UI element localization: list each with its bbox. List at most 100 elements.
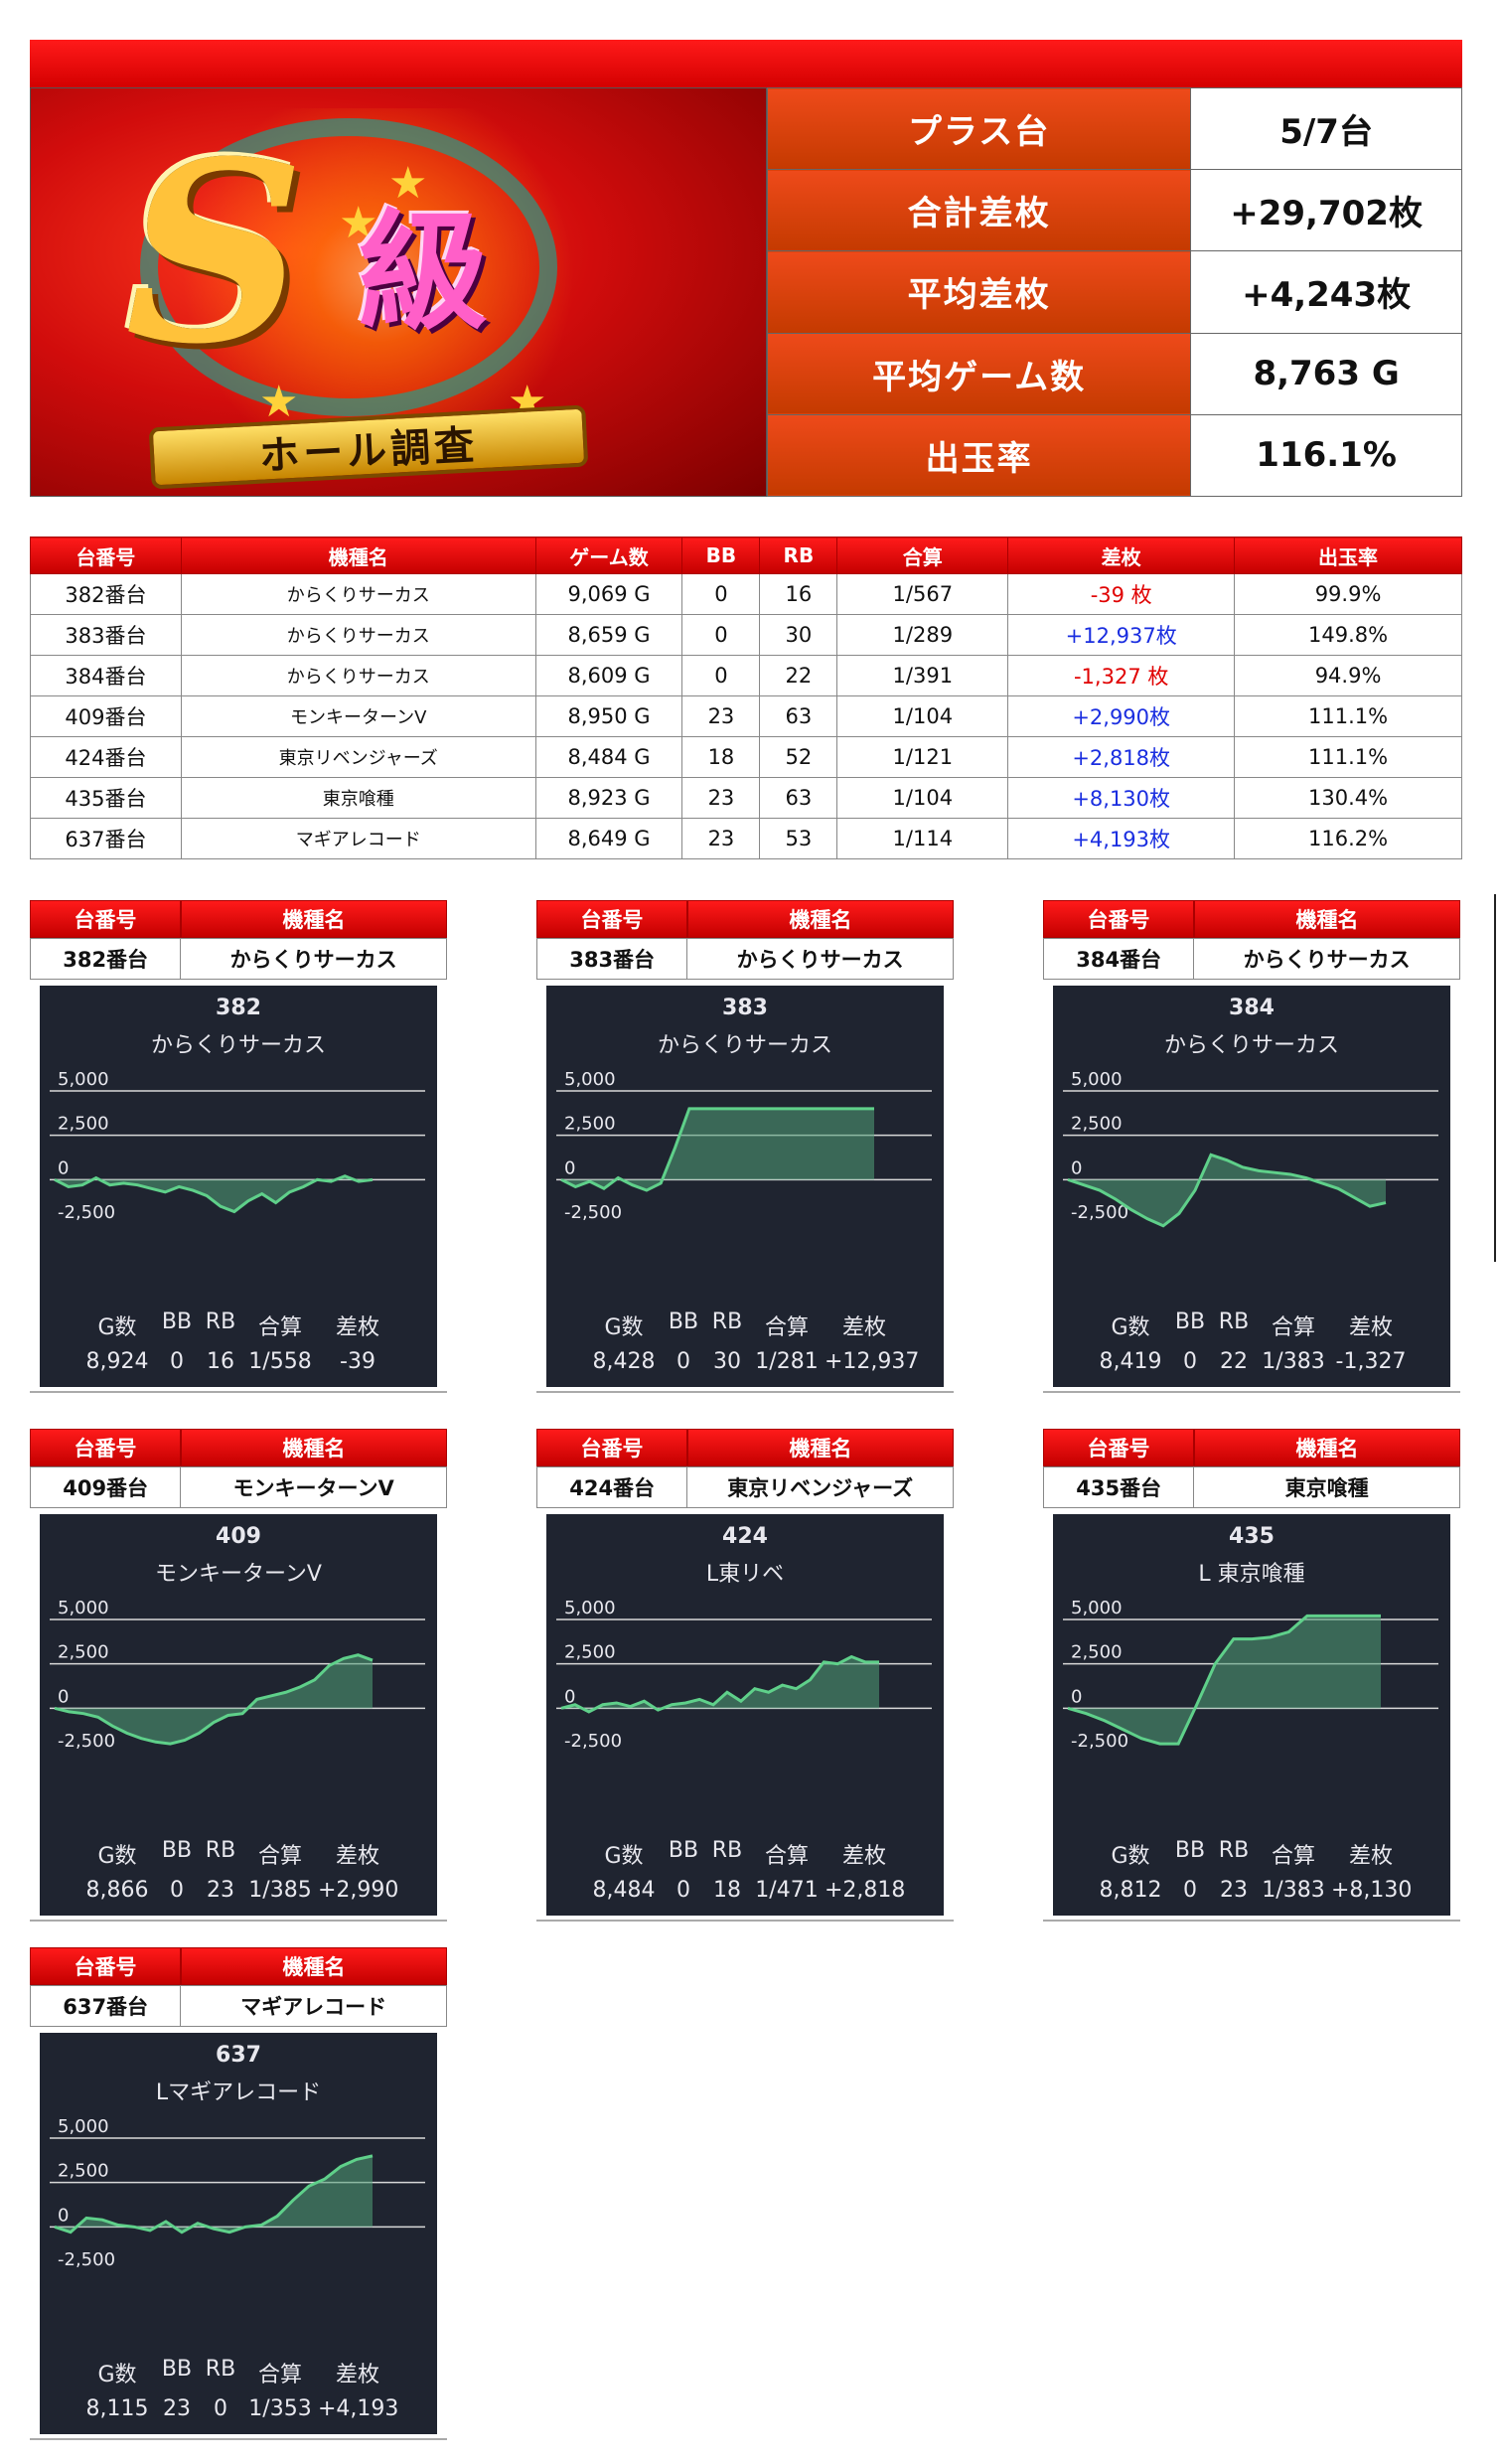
table-row: 382番台 からくりサーカス 9,069 G 0 16 1/567 -39 枚 99.9% (30, 573, 1462, 615)
stats-values: 8,419 0 22 1/383 -1,327 (1053, 1349, 1450, 1374)
card-header: 台番号 機種名 (30, 900, 447, 938)
table-cell-diff: -39 枚 (1007, 573, 1236, 615)
banner-image: ★ ★ ★ ★ S 級 ホール調査 (30, 87, 767, 497)
table-cell-games: 8,923 G (534, 777, 683, 819)
stat-label: RB (1218, 1838, 1250, 1863)
summary-value: +4,243枚 (1190, 250, 1462, 334)
axis-tick-label: 2,500 (58, 1642, 109, 1663)
table-cell-model: マギアレコード (180, 818, 536, 859)
stats-values: 8,115 23 0 1/353 +4,193 (40, 2396, 437, 2421)
axis-tick-label: 5,000 (564, 1598, 616, 1618)
table-cell-bb: 23 (681, 695, 761, 737)
stat-value-bb: 0 (1183, 1349, 1197, 1374)
axis-tick-label: 0 (564, 1157, 575, 1178)
card-header-no: 台番号 (30, 1429, 181, 1466)
graph-chart: 5,000 2,500 0 -2,500 (50, 2116, 425, 2270)
graph-chart: 5,000 2,500 0 -2,500 (1063, 1598, 1438, 1752)
axis-tick-label: 2,500 (58, 2161, 109, 2182)
summary-value: 116.1% (1190, 413, 1462, 498)
stat-label: G数 (1111, 1315, 1150, 1340)
table-cell-bb: 18 (681, 736, 761, 778)
card-bottom-line (536, 1391, 954, 1393)
summary-value: +29,702枚 (1190, 169, 1462, 252)
axis-tick-label: 2,500 (564, 1114, 616, 1135)
stat-label: G数 (97, 1844, 137, 1869)
machine-table: 台番号 機種名 ゲーム数 BB RB 合算 差枚 出玉率 382番台 からくりサーカス 9,069… (30, 537, 1462, 859)
stat-label: RB (205, 1309, 236, 1334)
card-info-row: 383番台 からくりサーカス (536, 938, 954, 980)
stat-value-g: 8,484 (592, 1878, 656, 1903)
stat-value-combined: 1/471 (755, 1878, 819, 1903)
table-cell-no: 435番台 (30, 777, 182, 819)
card-info-row: 384番台 からくりサーカス (1043, 938, 1460, 980)
summary-label: 合計差枚 (766, 169, 1192, 252)
card-header-model: 機種名 (181, 1429, 447, 1466)
table-cell-rb: 63 (759, 695, 838, 737)
stat-label: 合算 (764, 1315, 809, 1340)
stat-label: BB (1174, 1309, 1206, 1334)
card-header-model: 機種名 (1194, 1429, 1460, 1466)
table-row: 384番台 からくりサーカス 8,609 G 0 22 1/391 -1,327 枚 94.9… (30, 655, 1462, 696)
table-cell-combined: 1/121 (836, 736, 1009, 778)
chart-line (54, 1174, 374, 1214)
stat-label: BB (668, 1309, 699, 1334)
stat-label: G数 (97, 2363, 137, 2387)
axis-tick-label: -2,500 (564, 1731, 622, 1752)
card-machine-no: 637番台 (31, 1986, 182, 2026)
graph-panel: 409 モンキーターンV 5,000 2,500 0 -2,500 G数 BB RB 合算 差… (40, 1514, 437, 1916)
graph-chart: 5,000 2,500 0 -2,500 (1063, 1069, 1438, 1228)
card-header-no: 台番号 (1043, 900, 1194, 938)
summary-row: 出玉率 116.1% (766, 413, 1462, 498)
machine-card: 台番号 機種名 382番台 からくりサーカス 382 からくりサーカス 5,00… (30, 900, 447, 1397)
stat-value-rb: 23 (1220, 1878, 1248, 1903)
table-cell-rb: 30 (759, 614, 838, 656)
stat-value-bb: 23 (163, 2396, 191, 2421)
table-header: ゲーム数 (534, 537, 683, 574)
axis-tick-label: -2,500 (58, 1202, 115, 1223)
table-cell-rb: 16 (759, 573, 838, 615)
axis-tick-label: 5,000 (1071, 1598, 1123, 1618)
summary-row: 合計差枚 +29,702枚 (766, 169, 1462, 252)
chart-area (55, 2155, 373, 2233)
table-cell-bb: 23 (681, 818, 761, 859)
stat-value-g: 8,866 (85, 1878, 149, 1903)
banner-s-letter: S (125, 106, 305, 398)
stat-label: 差枚 (1348, 1844, 1393, 1869)
stat-label: 差枚 (841, 1844, 886, 1869)
graph-name: からくりサーカス (1163, 1033, 1339, 1058)
chart-area (1068, 1155, 1386, 1226)
stat-label: RB (205, 1838, 236, 1863)
card-machine-model: マギアレコード (240, 1995, 387, 2019)
table-cell-rate: 94.9% (1234, 655, 1462, 696)
top-bar (30, 40, 1462, 87)
stat-value-combined: 1/353 (248, 2396, 312, 2421)
graph-panel: 383 からくりサーカス 5,000 2,500 0 -2,500 G数 BB RB 合算 差… (546, 986, 944, 1387)
stat-value-g: 8,428 (592, 1349, 656, 1374)
chart-line (560, 1654, 879, 1714)
table-header: 機種名 (180, 537, 536, 574)
graph-chart: 5,000 2,500 0 -2,500 (50, 1598, 425, 1752)
graph-panel: 435 L 東京喰種 5,000 2,500 0 -2,500 G数 BB RB 合算 差枚 … (1053, 1514, 1450, 1916)
card-machine-no: 384番台 (1044, 939, 1195, 979)
summary-label: 平均差枚 (766, 250, 1192, 334)
stats-labels: G数 BB RB 合算 差枚 (1053, 1309, 1450, 1341)
card-machine-model: からくりサーカス (229, 948, 397, 972)
table-cell-diff: +4,193枚 (1007, 818, 1236, 859)
graph-id: 384 (1229, 996, 1275, 1020)
card-machine-model: モンキーターンV (232, 1476, 394, 1500)
chart-area (55, 1654, 373, 1745)
graph-stats: G数 BB RB 合算 差枚 8,866 0 23 1/385 +2,990 (40, 1838, 437, 1903)
stat-value-rb: 18 (713, 1878, 741, 1903)
stat-label: BB (668, 1838, 699, 1863)
axis-tick-label: 2,500 (1071, 1642, 1123, 1663)
stats-values: 8,812 0 23 1/383 +8,130 (1053, 1878, 1450, 1903)
card-machine-model: からくりサーカス (1243, 948, 1411, 972)
graph-id: 409 (216, 1524, 261, 1549)
chart-line (54, 2154, 374, 2234)
card-bottom-line (30, 2438, 447, 2440)
card-machine-no: 435番台 (1044, 1467, 1195, 1507)
table-header: 出玉率 (1234, 537, 1462, 574)
summary-label: 出玉率 (766, 413, 1192, 498)
chart-area (1068, 1616, 1381, 1745)
stat-label: BB (1174, 1838, 1206, 1863)
